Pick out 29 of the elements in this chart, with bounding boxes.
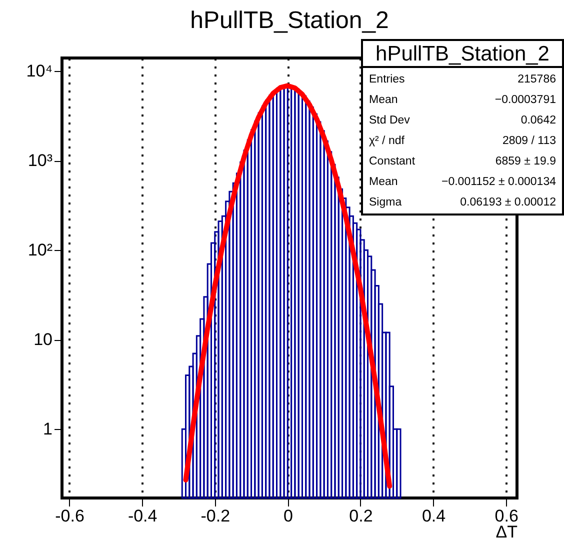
annotation: −0.001152 ± 0.000134: [442, 176, 557, 188]
y-tick-label: 10²: [28, 240, 53, 260]
x-tick-label: -0.4: [128, 506, 158, 526]
annotation: −0.0003791: [494, 94, 556, 106]
x-tick-label: 0.4: [422, 506, 446, 526]
annotation: Constant: [369, 155, 416, 168]
text: 215786: [518, 73, 556, 86]
chart-title: hPullTB_Station_2: [190, 7, 389, 34]
annotation: Mean: [369, 94, 398, 106]
annotation: Std Dev: [369, 114, 410, 126]
annotation: Mean: [369, 176, 398, 188]
y-tick-label: 10⁴: [26, 62, 52, 81]
y-tick-label: 10³: [28, 151, 53, 170]
x-tick-label: 0: [283, 506, 293, 526]
annotation: hPullTB_Station_2: [376, 42, 550, 66]
x-tick-label: 0.6: [494, 506, 518, 526]
x-tick-label: -0.6: [55, 506, 84, 526]
x-tick-label: 0.2: [349, 506, 373, 526]
annotation: 2809 / 113: [502, 134, 556, 147]
annotation: χ² / ndf: [369, 134, 406, 147]
y-tick-label: 1: [43, 420, 52, 439]
x-axis-title: ΔT: [496, 522, 518, 542]
x-tick-label: -0.2: [200, 506, 230, 526]
annotation: 0.06193 ± 0.00012: [460, 196, 556, 208]
annotation: Sigma: [369, 196, 402, 208]
text: 0.0642: [520, 114, 556, 126]
annotation: 6859 ± 19.9: [495, 155, 556, 168]
y-tick-label: 10: [34, 330, 52, 350]
annotation: Entries: [369, 73, 406, 86]
